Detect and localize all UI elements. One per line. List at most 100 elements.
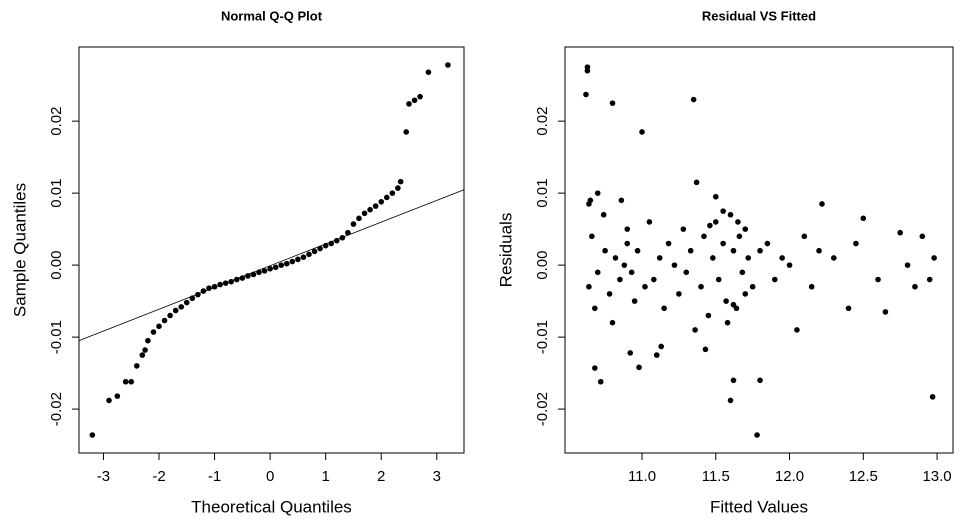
point [642,283,648,290]
point [222,280,229,286]
point [425,69,432,75]
point [702,346,709,353]
point [808,283,815,290]
point [819,201,825,207]
point [646,219,653,225]
y-tick-label: -0.02 [534,392,551,426]
point [389,190,396,196]
x-tick-label: 13.0 [922,468,951,485]
point [150,329,157,335]
point [904,262,911,268]
point [612,255,619,261]
point [661,305,667,312]
point [239,275,246,281]
point [707,222,713,229]
point [692,327,698,333]
point [89,432,96,438]
point [830,255,837,261]
reference-line [78,189,465,341]
point [618,197,625,204]
point [680,226,687,232]
point [764,240,771,247]
point [786,262,793,268]
point [653,352,660,358]
point [397,178,404,185]
chart-title: Normal Q-Q Plot [221,8,323,23]
point [114,393,121,399]
point [860,215,867,222]
point [687,247,694,254]
point [926,276,933,283]
point [317,245,323,252]
point [328,240,335,247]
point [875,276,881,283]
point [727,397,734,404]
point [306,251,312,258]
point [183,299,190,306]
point [736,233,743,240]
point [406,101,412,107]
point [383,194,390,201]
chart-title: Residual VS Fitted [702,8,816,23]
x-tick-label: 1 [321,468,329,485]
x-tick-label: -1 [208,468,221,485]
point [745,255,752,261]
point [742,226,749,232]
point [897,229,903,236]
point [128,378,135,385]
x-tick-label: 3 [433,468,441,485]
point [250,271,257,278]
point [676,291,682,297]
point [639,129,645,135]
point [233,276,240,283]
point [594,269,601,276]
point [367,206,373,213]
point [621,262,628,268]
point [705,312,712,319]
point [311,248,318,255]
point [586,283,592,290]
point [749,283,756,290]
point [853,240,859,247]
point [142,347,148,353]
y-tick-label: 0.00 [534,251,551,280]
y-tick-label: 0.01 [48,179,65,208]
point [217,281,223,288]
y-tick-label: 0.02 [534,107,551,136]
point [771,276,778,283]
point [178,304,185,310]
y-tick-label: 0.01 [534,179,551,208]
point [712,193,719,200]
point [139,352,146,358]
point [624,226,631,232]
point [724,319,731,326]
point [606,291,613,297]
point [272,264,279,271]
point [350,221,357,227]
x-axis-label: Theoretical Quantiles [191,497,352,516]
point [742,291,749,297]
point [300,254,307,260]
point [656,255,663,261]
point [912,283,918,290]
point [628,269,635,276]
point [730,377,737,384]
point [801,233,808,240]
point [289,258,296,265]
point [333,237,340,244]
y-tick-label: 0.02 [48,107,65,136]
point [445,62,451,68]
point [417,93,423,100]
point [200,288,207,294]
point [617,276,623,283]
point [720,208,726,214]
x-tick-label: 2 [377,468,385,485]
point [658,343,664,350]
point [583,91,589,98]
point [730,301,737,308]
point [929,394,936,400]
plot-frame [564,46,954,454]
point [278,262,285,268]
point [671,262,678,268]
